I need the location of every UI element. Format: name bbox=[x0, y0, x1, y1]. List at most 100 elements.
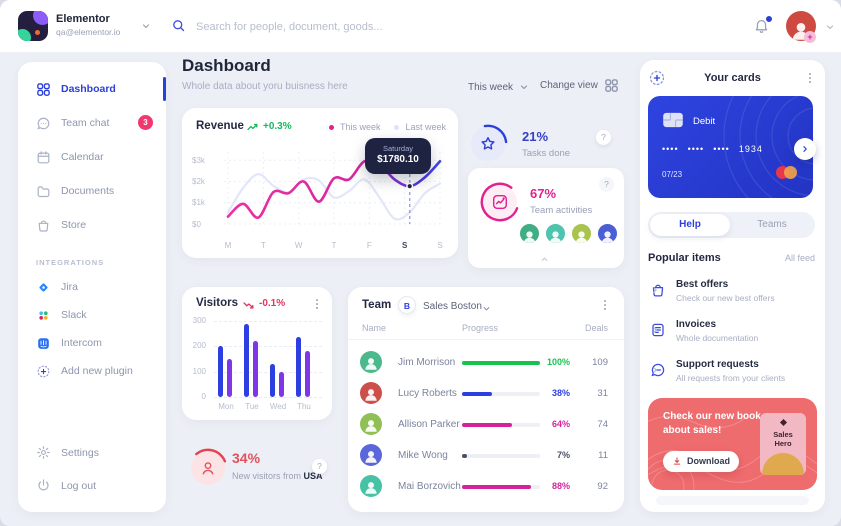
calendar-icon bbox=[36, 150, 51, 165]
sidebar-item-label: Settings bbox=[61, 446, 99, 459]
bar-thu-b bbox=[305, 351, 310, 397]
popular-item-invoices[interactable]: Invoices Whole documentation bbox=[640, 318, 825, 354]
progress-track bbox=[462, 454, 540, 458]
x-axis-tick: S bbox=[437, 241, 443, 250]
tooltip-value: $1780.10 bbox=[377, 154, 419, 165]
legend-dot-last-week bbox=[394, 124, 400, 130]
change-view-button[interactable]: Change view bbox=[540, 78, 619, 93]
new-visitors-value: 34% bbox=[232, 450, 261, 466]
sidebar-item-label: Team chat bbox=[61, 117, 110, 129]
period-label: This week bbox=[468, 81, 514, 93]
workspace-chevron-down-icon[interactable] bbox=[140, 20, 152, 32]
profile-chevron-down-icon[interactable] bbox=[824, 21, 836, 33]
team-row-lucy-roberts[interactable]: Lucy Roberts 38% 31 bbox=[348, 378, 624, 409]
all-feed-link[interactable]: All feed bbox=[784, 253, 815, 263]
cards-panel-title: Your cards bbox=[704, 72, 761, 84]
promo-text-line2: about sales! bbox=[663, 425, 722, 436]
x-axis-tick: Thu bbox=[297, 402, 311, 411]
elementor-logo-icon[interactable] bbox=[18, 11, 48, 41]
team-row-mike-wong[interactable]: Mike Wong 7% 11 bbox=[348, 440, 624, 471]
team-row-allison-parker[interactable]: Allison Parker 64% 74 bbox=[348, 409, 624, 440]
visitors-help-button[interactable]: ? bbox=[312, 459, 327, 474]
activities-help-button[interactable]: ? bbox=[599, 177, 614, 192]
sidebar-item-label: Jira bbox=[61, 281, 78, 293]
tasks-done-value: 21% bbox=[522, 129, 549, 144]
brand-name: Elementor bbox=[56, 13, 110, 25]
activities-progress-arc bbox=[480, 182, 520, 222]
gridline bbox=[214, 371, 322, 373]
sidebar-item-jira[interactable]: Jira bbox=[18, 273, 166, 301]
help-teams-tabs: Help Teams bbox=[648, 212, 815, 238]
deals-count: 92 bbox=[597, 481, 608, 492]
member-avatar bbox=[360, 382, 382, 404]
member-name: Jim Morrison bbox=[398, 357, 456, 368]
bar-wed-b bbox=[279, 371, 284, 397]
activity-avatar bbox=[570, 222, 593, 245]
team-row-mai-borzovich[interactable]: Mai Borzovich 88% 92 bbox=[348, 471, 624, 502]
chevron-right-icon bbox=[650, 285, 660, 295]
popular-item-support-requests[interactable]: Support requests All requests from your c… bbox=[640, 358, 825, 394]
y-axis-tick: $3k bbox=[192, 155, 205, 165]
star-icon bbox=[479, 135, 497, 153]
cards-menu-button[interactable] bbox=[803, 71, 817, 85]
team-selector-chevron-icon[interactable] bbox=[481, 303, 492, 314]
log-out-icon bbox=[36, 478, 51, 493]
sidebar-item-calendar[interactable]: Calendar bbox=[18, 140, 166, 174]
sidebar-item-log-out[interactable]: Log out bbox=[18, 469, 166, 502]
sidebar-item-team-chat[interactable]: Team chat 3 bbox=[18, 106, 166, 140]
brand-email: qa@elementor.io bbox=[56, 27, 121, 37]
team-badge: B bbox=[398, 296, 416, 314]
page-subtitle: Whole data about yoru buisness here bbox=[182, 81, 348, 92]
notifications-bell-icon[interactable] bbox=[753, 17, 770, 34]
search-input[interactable] bbox=[194, 14, 528, 40]
period-selector[interactable]: This week bbox=[468, 81, 530, 93]
sidebar-item-slack[interactable]: Slack bbox=[18, 301, 166, 329]
tasks-help-button[interactable]: ? bbox=[596, 130, 611, 145]
team-menu-button[interactable] bbox=[598, 298, 612, 312]
y-axis-tick: 300 bbox=[192, 316, 206, 325]
x-axis-tick: Wed bbox=[269, 402, 287, 411]
sidebar-item-store[interactable]: Store bbox=[18, 208, 166, 242]
change-view-grid-icon bbox=[604, 78, 619, 93]
progress-percent: 100% bbox=[546, 357, 570, 367]
sidebar-item-intercom[interactable]: Intercom bbox=[18, 329, 166, 357]
item-description: All requests from your clients bbox=[676, 373, 786, 383]
table-divider bbox=[348, 339, 624, 340]
change-view-label: Change view bbox=[540, 80, 598, 91]
sidebar-item-dashboard[interactable]: Dashboard bbox=[18, 72, 166, 106]
popular-item-best-offers[interactable]: Best offers Check our new best offers bbox=[640, 278, 825, 314]
visitors-menu-button[interactable] bbox=[310, 297, 324, 311]
debit-card[interactable]: Debit •••• •••• •••• 1934 07/23 bbox=[648, 96, 813, 198]
dashboard-icon bbox=[36, 82, 51, 97]
member-avatar bbox=[360, 475, 382, 497]
period-chevron-down-icon bbox=[518, 81, 530, 93]
sidebar-item-settings[interactable]: Settings bbox=[18, 436, 166, 469]
person-icon bbox=[199, 459, 217, 477]
bar-mon-b bbox=[227, 359, 232, 397]
sidebar-item-documents[interactable]: Documents bbox=[18, 174, 166, 208]
team-selector[interactable]: Sales Boston bbox=[423, 301, 482, 312]
add-card-button[interactable] bbox=[648, 69, 666, 87]
collapse-chevron-up-icon[interactable] bbox=[539, 254, 550, 265]
bar-mon-a bbox=[218, 346, 223, 397]
sidebar-item-add-new-plugin[interactable]: Add new plugin bbox=[18, 357, 166, 385]
legend-label-last-week: Last week bbox=[405, 122, 446, 132]
trend-up-icon bbox=[246, 121, 260, 135]
x-axis-tick: T bbox=[331, 241, 337, 250]
documents-icon bbox=[36, 184, 51, 199]
intercom-icon bbox=[36, 336, 51, 351]
tasks-done-label: Tasks done bbox=[522, 148, 571, 159]
visitors-delta: -0.1% bbox=[259, 298, 286, 309]
tab-help[interactable]: Help bbox=[650, 214, 730, 236]
team-row-jim-morrison[interactable]: Jim Morrison 100% 109 bbox=[348, 347, 624, 378]
item-title: Invoices bbox=[676, 319, 717, 330]
bar-wed-a bbox=[270, 364, 275, 397]
member-avatar bbox=[360, 413, 382, 435]
next-card-button[interactable] bbox=[794, 138, 816, 160]
activity-icon bbox=[491, 193, 509, 211]
item-title: Support requests bbox=[676, 359, 759, 370]
progress-percent: 7% bbox=[556, 450, 570, 460]
download-button[interactable]: Download bbox=[663, 451, 739, 472]
tab-teams[interactable]: Teams bbox=[757, 219, 787, 230]
